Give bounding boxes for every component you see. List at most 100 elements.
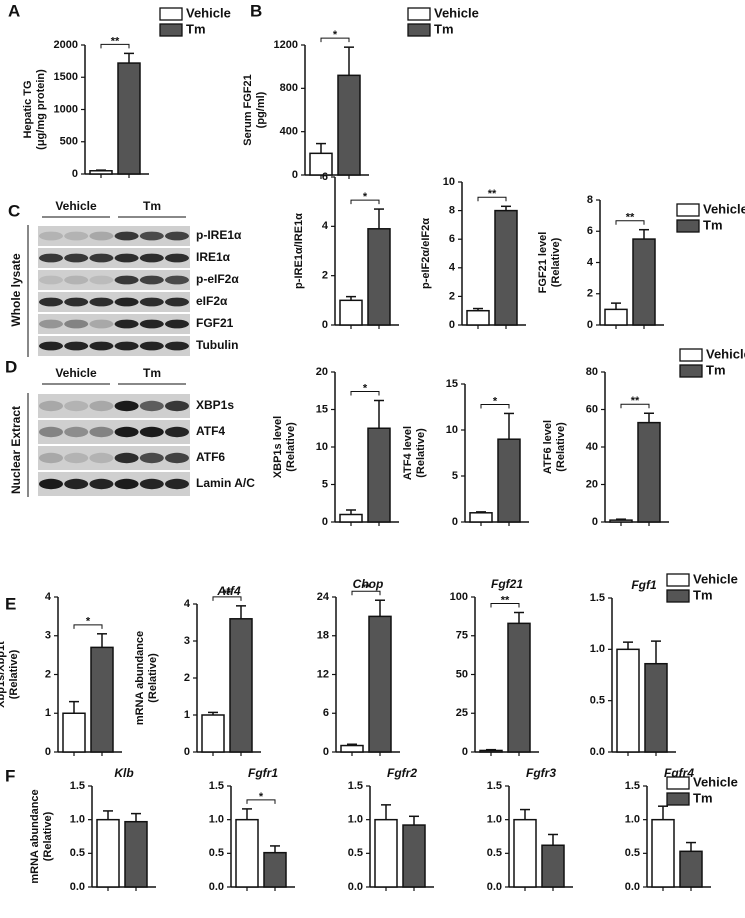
bar bbox=[374, 818, 398, 888]
significance-label: * bbox=[333, 29, 338, 41]
blot-side-label: Whole lysate bbox=[9, 253, 23, 327]
y-tick-label: 0.0 bbox=[70, 881, 85, 893]
group-label: Tm bbox=[143, 366, 161, 380]
y-tick-label: 0.0 bbox=[487, 881, 502, 893]
y-axis-label: p-IRE1α/IRE1α bbox=[293, 213, 305, 289]
blot-band bbox=[114, 253, 139, 263]
y-axis-label: (pg/ml) bbox=[255, 91, 267, 128]
significance-label: ** bbox=[501, 594, 510, 606]
blot-band bbox=[139, 297, 164, 307]
y-axis-label: mRNA abundance bbox=[134, 631, 146, 725]
bar bbox=[637, 421, 661, 523]
chart-title: Atf4 bbox=[216, 584, 241, 598]
band-label: p-eIF2α bbox=[196, 272, 239, 286]
y-tick-label: 24 bbox=[317, 591, 330, 603]
y-tick-label: 4 bbox=[184, 598, 191, 610]
blot-band bbox=[89, 231, 114, 241]
significance-label: * bbox=[259, 791, 264, 803]
chart-title: Fgfr1 bbox=[248, 766, 278, 780]
blot-band bbox=[89, 478, 114, 490]
legend-label: Vehicle bbox=[693, 774, 738, 789]
y-tick-label: 20 bbox=[586, 478, 598, 490]
y-tick-label: 4 bbox=[587, 256, 594, 268]
y-axis-label: (Relative) bbox=[415, 428, 427, 478]
blot-band bbox=[89, 341, 114, 351]
y-tick-label: 10 bbox=[443, 176, 455, 188]
bar bbox=[96, 818, 120, 888]
blot-band bbox=[39, 341, 63, 351]
significance-label: ** bbox=[631, 395, 640, 407]
blot-band bbox=[89, 319, 114, 329]
y-tick-label: 5 bbox=[452, 470, 458, 482]
blot-band bbox=[139, 426, 164, 438]
y-tick-label: 0.5 bbox=[348, 847, 363, 859]
blot-band bbox=[39, 253, 63, 263]
significance-bracket bbox=[246, 799, 276, 804]
blot-band bbox=[64, 341, 89, 351]
blot-band bbox=[64, 231, 89, 241]
legend-label: Vehicle bbox=[706, 346, 745, 361]
group-label: Tm bbox=[143, 199, 161, 213]
y-axis-label: p-eIF2α/eIF2α bbox=[420, 218, 432, 289]
bar bbox=[337, 74, 361, 176]
y-tick-label: 0.5 bbox=[590, 695, 605, 707]
y-axis-label: Hepatic TG bbox=[22, 80, 34, 138]
y-tick-label: 1.0 bbox=[625, 814, 640, 826]
y-tick-label: 1.5 bbox=[487, 780, 502, 792]
y-axis-label: (Relative) bbox=[285, 422, 297, 472]
y-tick-label: 0 bbox=[323, 746, 329, 758]
blot-band bbox=[64, 275, 89, 285]
blot-band bbox=[165, 426, 189, 438]
y-tick-label: 80 bbox=[586, 366, 598, 378]
legend-label: Tm bbox=[693, 790, 713, 805]
y-axis-label: ATF4 level bbox=[402, 426, 414, 480]
y-tick-label: 1500 bbox=[54, 71, 78, 83]
chart-title: Fgfr3 bbox=[526, 766, 556, 780]
bar bbox=[235, 818, 259, 888]
y-tick-label: 1.5 bbox=[70, 780, 85, 792]
blot-band bbox=[39, 426, 63, 438]
y-tick-label: 4 bbox=[449, 262, 456, 274]
y-tick-label: 1.5 bbox=[209, 780, 224, 792]
blot-band bbox=[165, 400, 189, 412]
blot-band bbox=[139, 478, 164, 490]
y-tick-label: 6 bbox=[322, 171, 328, 183]
significance-bracket bbox=[620, 403, 650, 409]
y-tick-label: 2 bbox=[587, 288, 593, 300]
blot-band bbox=[165, 478, 189, 490]
panel-label: C bbox=[8, 201, 20, 220]
blot-band bbox=[165, 253, 189, 263]
blot-strip bbox=[38, 226, 190, 246]
bar bbox=[479, 749, 503, 753]
chart-title: Chop bbox=[353, 577, 384, 591]
y-tick-label: 1.0 bbox=[70, 814, 85, 826]
significance-bracket bbox=[350, 391, 380, 396]
y-tick-label: 6 bbox=[323, 707, 329, 719]
y-tick-label: 8 bbox=[449, 205, 455, 217]
legend-swatch bbox=[407, 23, 431, 37]
blot-band bbox=[165, 275, 189, 285]
bar bbox=[644, 662, 668, 753]
band-label: eIF2α bbox=[196, 294, 228, 308]
bar bbox=[604, 308, 628, 326]
panel-label: F bbox=[5, 766, 15, 785]
y-tick-label: 400 bbox=[280, 126, 298, 138]
legend-label: Tm bbox=[703, 217, 723, 232]
y-tick-label: 0.0 bbox=[625, 881, 640, 893]
blot-band bbox=[114, 297, 139, 307]
y-axis-label: (Relative) bbox=[147, 653, 159, 703]
legend-swatch bbox=[676, 219, 700, 233]
significance-label: * bbox=[363, 191, 368, 203]
significance-label: * bbox=[363, 382, 368, 394]
blot-band bbox=[114, 341, 139, 351]
significance-bracket bbox=[212, 596, 242, 601]
bar bbox=[616, 648, 640, 753]
significance-bracket bbox=[320, 37, 350, 43]
chart-title: Fgfr2 bbox=[387, 766, 417, 780]
y-axis-label: FGF21 level bbox=[537, 232, 549, 294]
significance-label: ** bbox=[223, 588, 232, 600]
y-tick-label: 60 bbox=[586, 403, 598, 415]
y-axis-label: mRNA abundance bbox=[29, 789, 41, 883]
legend-label: Vehicle bbox=[186, 5, 231, 20]
y-tick-label: 20 bbox=[316, 366, 328, 378]
